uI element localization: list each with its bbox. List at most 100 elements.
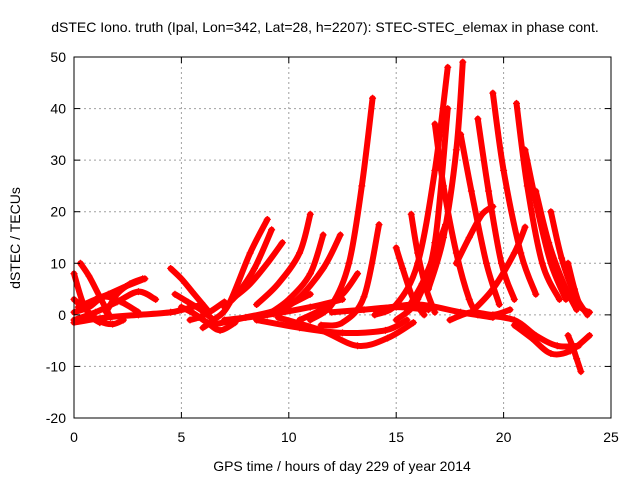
data-point [467,308,475,316]
series-39 [532,187,581,314]
data-point [467,187,475,195]
data-point [431,166,439,174]
x-tick-label: 25 [603,429,619,445]
data-point [439,182,447,190]
data-point [399,264,407,272]
data-point [274,313,282,321]
data-point [184,298,192,306]
x-tick-label: 15 [388,429,404,445]
data-point [500,166,508,174]
data-point [384,334,392,342]
data-point [465,295,473,303]
data-point [220,316,228,324]
data-point [134,311,142,319]
series-trace [468,224,529,316]
data-point [489,311,497,319]
data-point [506,306,514,314]
y-tick-label: -10 [46,358,66,374]
data-point [568,342,576,350]
y-tick-label: 50 [50,49,66,65]
data-point [152,295,160,303]
series-23 [253,316,411,337]
data-point [360,306,368,314]
data-point [478,210,486,218]
series-trace [489,90,539,298]
data-point [360,293,368,301]
data-point [139,275,147,283]
data-point [517,249,525,257]
data-point [339,329,346,337]
series-trace [253,211,314,308]
data-point [439,234,447,241]
data-point [263,311,271,319]
data-point [177,275,185,283]
series-34 [452,203,497,267]
data-point [547,350,555,358]
data-point [102,313,110,321]
data-point [197,306,205,314]
series-trace [479,311,582,350]
data-point [558,254,566,262]
data-point [573,306,581,314]
data-point [231,293,239,301]
data-point [319,231,327,239]
data-point [424,285,432,293]
data-point [444,63,452,71]
data-point [489,285,497,293]
series-trace [425,59,466,293]
series-trace [264,231,327,318]
series-16 [253,210,314,309]
data-point [296,249,304,257]
data-point [109,320,117,328]
data-point [573,355,581,363]
data-point [171,290,179,298]
data-point [358,182,366,190]
data-point [195,313,203,321]
data-point [345,259,353,267]
data-point [485,187,493,195]
data-point [199,324,207,332]
data-point [134,288,142,296]
data-point [414,259,422,267]
x-tick-label: 5 [178,429,186,445]
data-point [577,368,585,376]
y-tick-label: 20 [50,204,66,220]
data-point [570,285,578,293]
data-point [452,146,460,154]
data-point [274,280,282,288]
series-33 [474,115,518,303]
data-point [263,259,271,267]
x-tick-label: 20 [496,429,512,445]
series-trace [474,115,518,303]
series-trace [408,211,438,316]
data-point [431,308,439,316]
data-point [199,301,207,309]
data-point [510,295,518,303]
data-point [381,326,389,334]
data-point [420,311,428,319]
data-point [586,331,594,339]
data-point [452,259,460,267]
data-point [577,303,585,311]
data-point [246,249,254,257]
y-tick-label: 30 [50,152,66,168]
series-14 [231,239,286,301]
data-point [545,239,553,247]
data-point [510,321,518,329]
series-28 [392,105,452,324]
series-6 [102,275,147,316]
data-point [167,308,175,316]
data-point [444,105,452,113]
data-point [538,259,546,267]
data-series [70,58,594,376]
data-point [91,295,99,303]
axis-ticks: 0 5 10 15 20 25 -20 -10 0 10 20 30 40 50 [46,49,619,445]
data-point [216,326,224,334]
data-point [126,280,134,288]
data-point [512,99,520,107]
data-point [547,208,555,216]
data-point [253,301,261,309]
series-trace [328,304,432,316]
y-tick-label: 10 [50,255,66,271]
data-point [521,146,529,154]
